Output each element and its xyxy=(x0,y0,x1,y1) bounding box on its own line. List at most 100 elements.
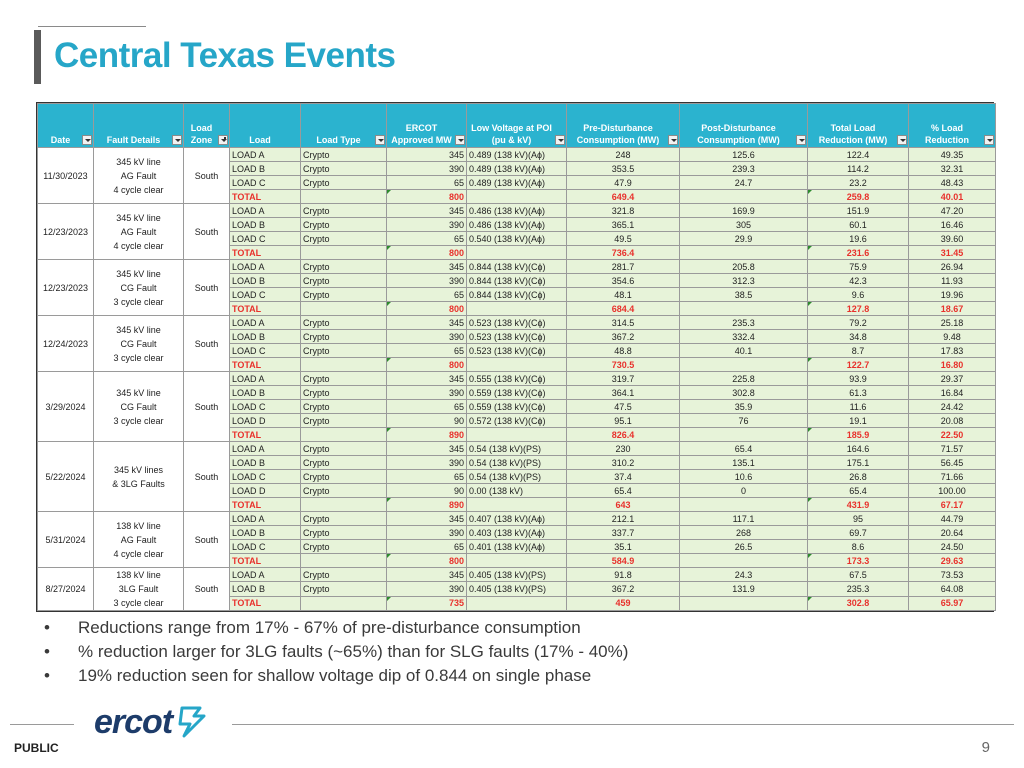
table-cell: 890 xyxy=(386,497,467,512)
table-cell: 319.7 xyxy=(566,371,680,386)
load-zone: South xyxy=(183,259,230,316)
table-cell: 800 xyxy=(386,553,467,568)
filter-dropdown-icon[interactable] xyxy=(668,135,678,145)
fault-detail-line: 3LG Fault xyxy=(118,584,159,594)
table-cell: 65 xyxy=(386,343,467,358)
table-cell: TOTAL xyxy=(229,427,301,442)
table-cell: 367.2 xyxy=(566,581,680,597)
table-cell: 11.6 xyxy=(807,399,909,414)
load-zone: South xyxy=(183,371,230,442)
table-cell: 31.45 xyxy=(908,245,996,260)
table-cell: 67.17 xyxy=(908,497,996,512)
table-cell: 0.486 (138 kV)(Aɸ) xyxy=(466,203,567,218)
logo-text: ercot xyxy=(94,702,173,741)
table-cell: 0.572 (138 kV)(Cɸ) xyxy=(466,413,567,428)
table-cell: 9.6 xyxy=(807,287,909,302)
filter-dropdown-icon[interactable] xyxy=(82,135,92,145)
fault-details: 345 kV line AG Fault 4 cycle clear xyxy=(93,147,184,204)
filter-dropdown-icon[interactable] xyxy=(796,135,806,145)
column-header: Load Type xyxy=(300,103,387,148)
column-header-label: Low Voltage at POI (pu & kV) xyxy=(471,123,552,145)
fault-detail-line: CG Fault xyxy=(120,282,157,293)
table-cell: 649.4 xyxy=(566,189,680,204)
table-cell: LOAD A xyxy=(229,203,301,218)
column-header: Post-Disturbance Consumption (MW) xyxy=(679,103,808,148)
table-cell xyxy=(300,595,387,612)
table-cell: LOAD B xyxy=(229,217,301,232)
footer-rule-left xyxy=(10,724,74,725)
table-cell: 48.8 xyxy=(566,343,680,358)
table-header-row: Date Fault Details Load Zone Load Load Type E… xyxy=(37,103,996,148)
table-cell: 390 xyxy=(386,273,467,288)
table-cell: LOAD C xyxy=(229,539,301,554)
table-cell: 890 xyxy=(386,427,467,442)
table-row: LOAD D Crypto 90 0.572 (138 kV)(Cɸ) 95.1 76 19… xyxy=(37,413,996,428)
table-cell: 459 xyxy=(566,595,680,612)
table-cell: 114.2 xyxy=(807,161,909,176)
event-date: 11/30/2023 xyxy=(37,147,94,204)
table-cell: 0.405 (138 kV)(PS) xyxy=(466,581,567,597)
table-cell: Crypto xyxy=(300,175,387,190)
table-cell: 125.6 xyxy=(679,147,808,162)
filter-dropdown-icon[interactable] xyxy=(172,135,182,145)
fault-detail-line: 3 cycle clear xyxy=(113,598,164,608)
table-row: LOAD C Crypto 65 0.540 (138 kV)(Aɸ) 49.5 29.9… xyxy=(37,231,996,246)
table-cell: 117.1 xyxy=(679,511,808,526)
table-cell: TOTAL xyxy=(229,301,301,316)
load-zone: South xyxy=(183,567,230,611)
fault-details: 345 kV line CG Fault 3 cycle clear xyxy=(93,259,184,316)
table-cell xyxy=(466,427,567,442)
column-header-label: Total Load Reduction (MW) xyxy=(818,123,888,145)
event-date: 8/27/2024 xyxy=(37,567,94,611)
filter-dropdown-icon[interactable] xyxy=(375,135,385,145)
event-date: 12/23/2023 xyxy=(37,259,94,316)
table-cell: 90 xyxy=(386,483,467,498)
filter-dropdown-icon[interactable] xyxy=(455,135,465,145)
filter-dropdown-icon[interactable] xyxy=(897,135,907,145)
filter-dropdown-icon[interactable] xyxy=(984,135,994,145)
load-zone: South xyxy=(183,315,230,372)
load-zone: South xyxy=(183,511,230,568)
fault-detail-line: 345 kV line xyxy=(116,387,161,398)
table-cell: 235.3 xyxy=(807,581,909,597)
filter-dropdown-icon[interactable] xyxy=(218,135,228,145)
table-row: 5/31/2024 138 kV line AG Fault 4 cycle clea… xyxy=(37,511,996,568)
table-cell: 185.9 xyxy=(807,427,909,442)
fault-details: 345 kV line AG Fault 4 cycle clear xyxy=(93,203,184,260)
column-header: % Load Reduction xyxy=(908,103,996,148)
event-date: 12/24/2023 xyxy=(37,315,94,372)
total-row: TOTAL 800 649.4 259.8 40.01 xyxy=(37,189,996,204)
table-cell: TOTAL xyxy=(229,595,301,612)
table-cell: Crypto xyxy=(300,441,387,456)
table-cell: LOAD A xyxy=(229,259,301,274)
table-cell: TOTAL xyxy=(229,357,301,372)
table-cell: 365.1 xyxy=(566,217,680,232)
column-header: Low Voltage at POI (pu & kV) xyxy=(466,103,567,148)
table-cell: 0.844 (138 kV)(Cɸ) xyxy=(466,273,567,288)
table-cell: Crypto xyxy=(300,287,387,302)
table-row: LOAD C Crypto 65 0.559 (138 kV)(Cɸ) 47.5 35.9… xyxy=(37,399,996,414)
total-row: TOTAL 800 730.5 122.7 16.80 xyxy=(37,357,996,372)
filter-dropdown-icon[interactable] xyxy=(555,135,565,145)
table-cell: LOAD B xyxy=(229,161,301,176)
table-body: 11/30/2023 345 kV line AG Fault 4 cycle cle… xyxy=(37,147,996,612)
table-cell: 16.84 xyxy=(908,385,996,400)
load-zone: South xyxy=(183,147,230,204)
table-cell: 11.93 xyxy=(908,273,996,288)
table-cell: 32.31 xyxy=(908,161,996,176)
table-cell: 826.4 xyxy=(566,427,680,442)
column-header: Fault Details xyxy=(93,103,184,148)
table-cell: 19.96 xyxy=(908,287,996,302)
table-row: LOAD B Crypto 390 0.54 (138 kV)(PS) 310.2 135… xyxy=(37,455,996,470)
fault-detail-line: 138 kV line xyxy=(116,570,161,580)
table-cell: 24.42 xyxy=(908,399,996,414)
table-cell: Crypto xyxy=(300,203,387,218)
table-cell: 17.83 xyxy=(908,343,996,358)
table-cell: Crypto xyxy=(300,525,387,540)
table-cell: 29.9 xyxy=(679,231,808,246)
table-cell: 310.2 xyxy=(566,455,680,470)
table-cell: 205.8 xyxy=(679,259,808,274)
table-cell xyxy=(679,301,808,316)
table-cell xyxy=(466,595,567,612)
table-cell: 302.8 xyxy=(679,385,808,400)
